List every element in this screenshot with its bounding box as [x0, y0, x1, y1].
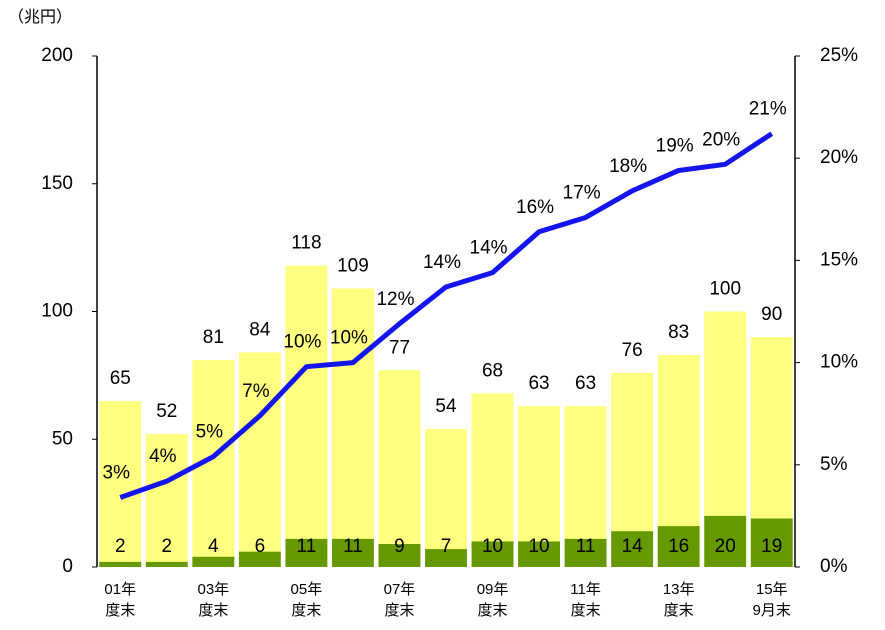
bar	[285, 265, 328, 567]
x-tick-label: 13年 度末	[662, 581, 695, 619]
bar	[99, 561, 142, 567]
bar-label: 10	[482, 536, 503, 557]
bar-label: 81	[203, 327, 224, 348]
line-label: 12%	[376, 289, 414, 310]
bar-label: 90	[761, 304, 782, 325]
y2-tick-label: 10%	[820, 352, 858, 373]
y-tick-label: 200	[41, 45, 73, 66]
bar-label: 10	[528, 536, 549, 557]
bar	[750, 518, 793, 567]
bar-label: 20	[715, 536, 736, 557]
bar	[378, 370, 421, 567]
bar	[611, 531, 654, 567]
line	[119, 131, 774, 500]
bar-label: 54	[435, 396, 457, 417]
bar	[285, 538, 328, 567]
bar-label: 16	[668, 536, 689, 557]
x-tick-label: 05年 度末	[290, 581, 323, 619]
line-label: 19%	[656, 135, 694, 156]
line-label: 18%	[609, 156, 647, 177]
y2-tick-label: 20%	[820, 147, 858, 168]
bar-label: 2	[162, 536, 173, 557]
bar	[145, 561, 188, 567]
bar-label: 11	[297, 536, 317, 557]
line-label: 14%	[423, 252, 461, 273]
bar-label: 2	[115, 536, 126, 557]
bar-label: 6	[255, 536, 266, 557]
bar-label: 63	[575, 373, 596, 394]
line-label: 20%	[702, 129, 740, 150]
bar	[518, 541, 561, 567]
bar-label: 19	[761, 536, 782, 557]
bar	[331, 538, 374, 567]
bar	[99, 400, 142, 567]
bar	[378, 544, 421, 567]
line-label: 7%	[242, 381, 270, 402]
line-label: 3%	[103, 463, 131, 484]
bar	[425, 429, 467, 567]
line-label: 10%	[330, 328, 368, 349]
bar	[145, 434, 188, 567]
y2-tick-label: 0%	[820, 556, 848, 577]
bar-label: 76	[622, 340, 643, 361]
line-label: 14%	[470, 238, 508, 259]
y2-tick-label: 25%	[820, 45, 858, 66]
bar	[518, 406, 561, 567]
x-tick-label: 11年 度末	[570, 581, 601, 619]
line-label: 10%	[283, 332, 321, 353]
bar	[471, 393, 514, 567]
line-label: 17%	[563, 182, 601, 203]
bar	[564, 538, 607, 567]
bar-label: 68	[482, 360, 503, 381]
bar	[238, 551, 281, 567]
line-label: 4%	[149, 446, 177, 467]
bar-label: 4	[208, 536, 219, 557]
bar	[704, 515, 747, 567]
bar-label: 9	[394, 536, 405, 557]
bar-label: 84	[249, 319, 271, 340]
bar-label: 11	[576, 536, 596, 557]
x-tick-label: 01年 度末	[104, 581, 137, 619]
bar	[425, 549, 467, 567]
x-tick-label: 03年 度末	[197, 581, 230, 619]
bar-label: 7	[441, 536, 452, 557]
x-tick-label: 07年 度末	[383, 581, 416, 619]
bar	[657, 526, 700, 567]
bar-label: 77	[389, 337, 410, 358]
y-tick-label: 150	[41, 173, 73, 194]
bar-label: 109	[337, 256, 369, 277]
x-tick-label: 15年 9月末	[752, 581, 791, 619]
bar-label: 14	[622, 536, 644, 557]
line-label: 21%	[749, 99, 787, 120]
y-tick-label: 0	[62, 556, 73, 577]
bar-label: 11	[343, 536, 363, 557]
bar	[238, 352, 281, 567]
y2-tick-label: 5%	[820, 454, 848, 475]
line-label: 16%	[516, 197, 554, 218]
bar	[331, 288, 374, 567]
y-axis-label: （兆円）	[8, 8, 72, 26]
bar-label: 83	[668, 322, 689, 343]
bar	[192, 556, 235, 567]
y2-tick-label: 15%	[820, 249, 858, 270]
bar-label: 65	[110, 368, 131, 389]
bar-label: 100	[709, 279, 741, 300]
y-tick-label: 100	[41, 301, 73, 322]
y-tick-label: 50	[52, 428, 73, 449]
bar-label: 52	[156, 401, 177, 422]
x-tick-label: 09年 度末	[476, 581, 509, 619]
bar-label: 63	[528, 373, 549, 394]
bar-label: 118	[291, 233, 321, 254]
bar	[471, 541, 514, 567]
line-label: 5%	[196, 422, 224, 443]
